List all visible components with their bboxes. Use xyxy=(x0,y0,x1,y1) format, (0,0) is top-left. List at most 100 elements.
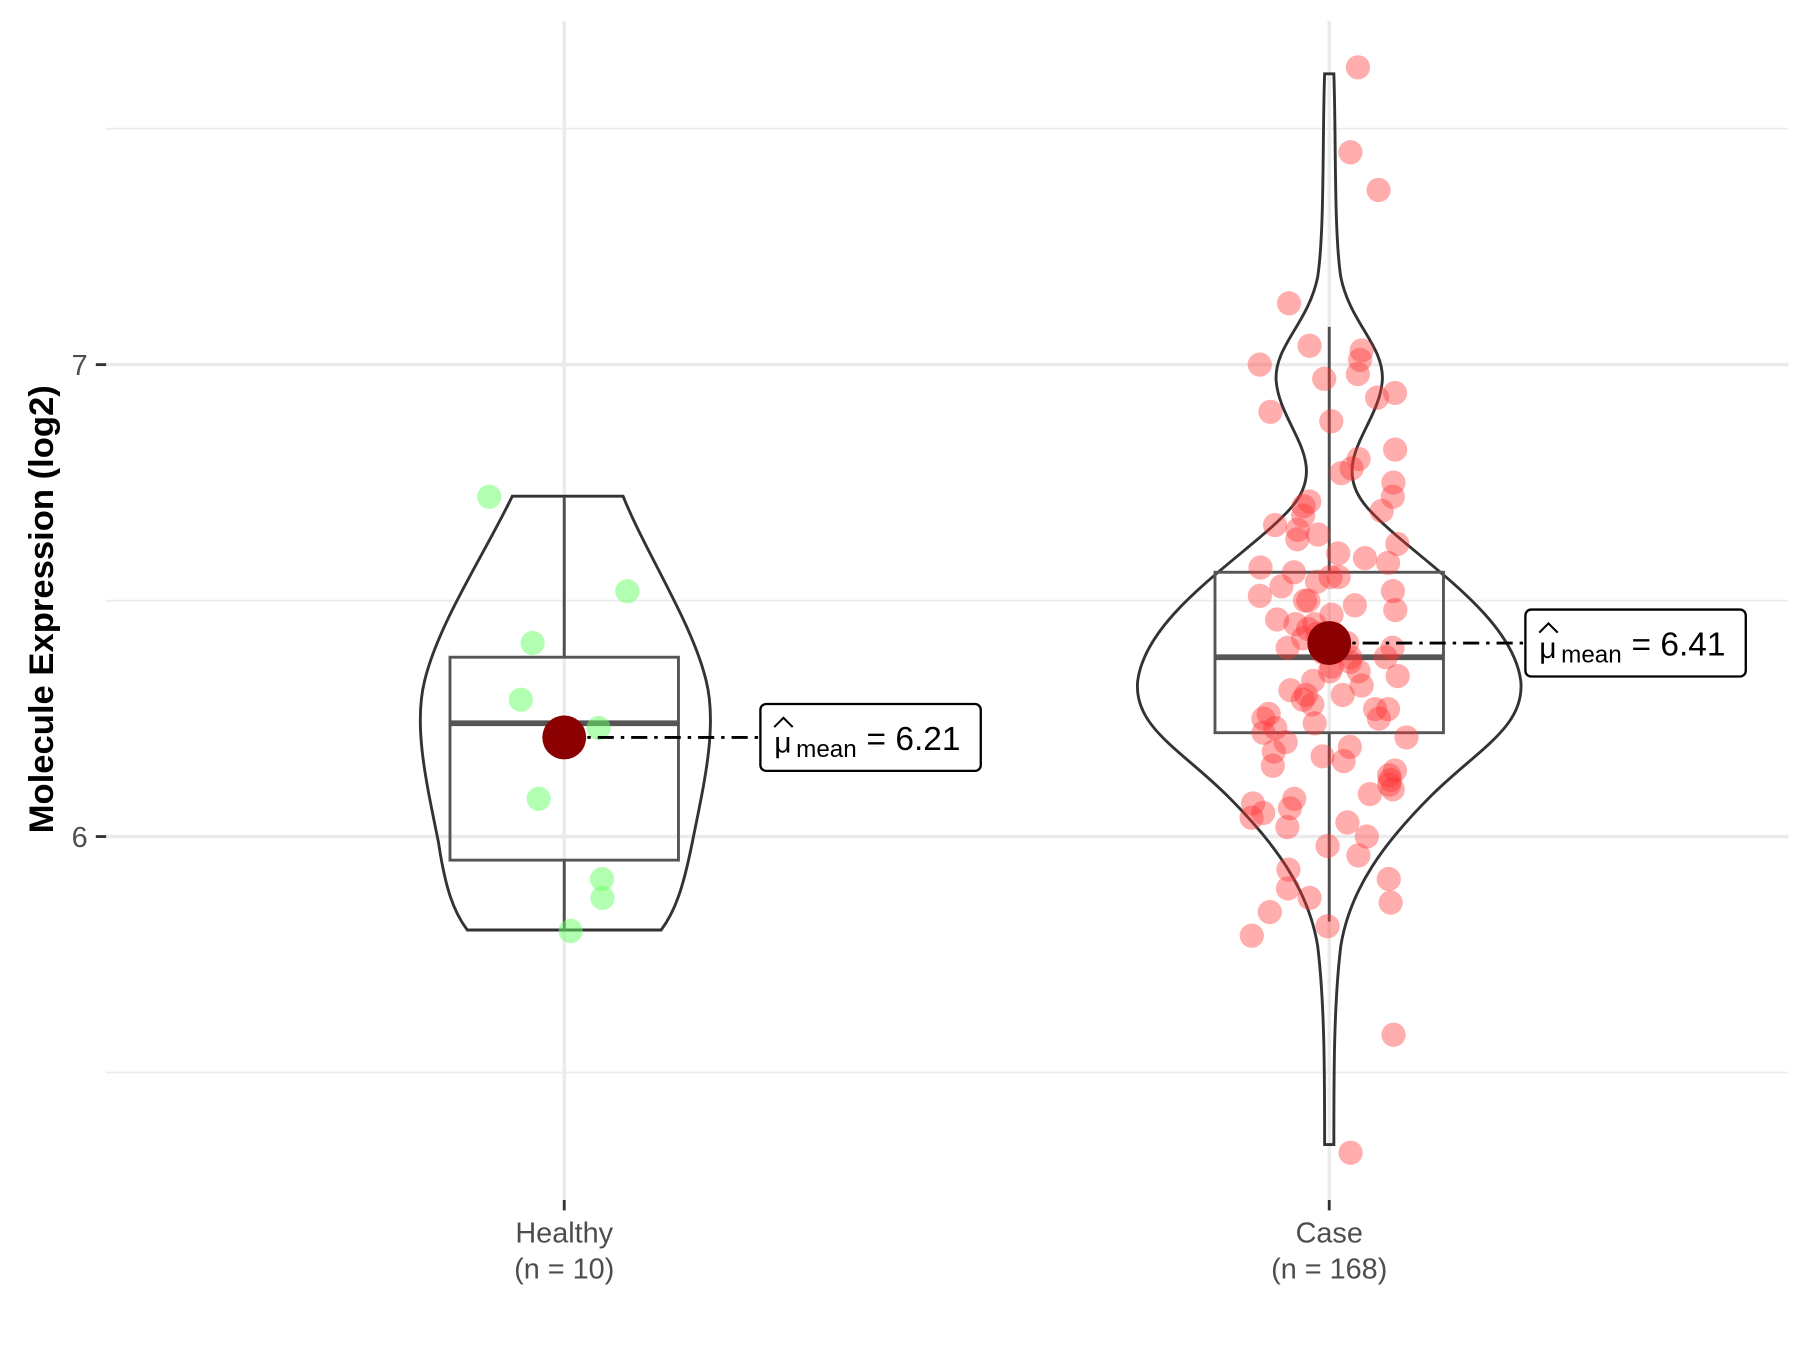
data-point xyxy=(1275,814,1300,840)
data-point xyxy=(1273,730,1298,755)
data-point xyxy=(1258,399,1283,424)
data-point xyxy=(1349,673,1374,698)
violin-healthy xyxy=(418,494,712,932)
data-point xyxy=(1302,711,1327,736)
data-point xyxy=(1269,574,1294,599)
data-point xyxy=(1278,678,1303,703)
data-point xyxy=(1312,366,1337,391)
data-point xyxy=(1376,866,1401,892)
data-point xyxy=(1248,555,1273,580)
data-point xyxy=(1347,347,1373,373)
data-point xyxy=(1378,890,1403,915)
mean-symbol: μ xyxy=(774,726,791,759)
box-iqr xyxy=(448,655,680,862)
data-point xyxy=(1297,333,1322,358)
data-point xyxy=(1300,692,1325,717)
data-point xyxy=(586,715,611,741)
data-point xyxy=(1329,461,1354,486)
data-point xyxy=(1338,1140,1363,1165)
data-point xyxy=(1283,612,1308,637)
data-point xyxy=(1369,498,1394,524)
data-point xyxy=(1260,753,1285,778)
data-point xyxy=(1357,781,1383,807)
data-point xyxy=(1304,569,1330,594)
data-point xyxy=(1385,531,1410,557)
data-point xyxy=(1239,923,1264,948)
data-point xyxy=(1251,800,1276,826)
data-point xyxy=(1326,541,1351,566)
mean-hat-icon xyxy=(773,716,794,728)
data-point xyxy=(1363,697,1388,722)
data-point xyxy=(1326,564,1351,590)
mean-value: = 6.41 xyxy=(1632,627,1726,664)
data-point xyxy=(1318,564,1343,590)
data-point xyxy=(1338,140,1363,165)
data-point xyxy=(1346,446,1371,472)
data-point xyxy=(1305,522,1331,547)
data-point xyxy=(1335,810,1360,835)
data-point xyxy=(508,687,533,712)
x-tick-label: Healthy xyxy=(515,1218,613,1250)
jitter-points xyxy=(477,55,1419,1165)
data-point xyxy=(1373,645,1398,670)
mean-point xyxy=(1307,621,1352,665)
data-point xyxy=(1346,659,1371,684)
data-point xyxy=(1383,597,1408,623)
data-point xyxy=(1354,824,1379,849)
data-point xyxy=(1275,635,1300,660)
data-point xyxy=(1345,361,1370,387)
data-point xyxy=(1297,885,1322,911)
mean-label-box xyxy=(759,702,982,773)
data-point xyxy=(1366,177,1391,203)
data-point xyxy=(1285,527,1310,552)
data-point xyxy=(1239,805,1264,830)
data-point xyxy=(1377,767,1403,793)
data-point xyxy=(1290,503,1316,528)
x-tick-n-label: (n = 10) xyxy=(514,1253,614,1285)
data-point xyxy=(1247,352,1272,377)
data-point xyxy=(1276,857,1301,882)
data-point xyxy=(1319,602,1344,627)
data-point xyxy=(1251,706,1276,731)
data-point xyxy=(1290,687,1315,712)
data-point xyxy=(558,918,583,944)
data-point xyxy=(1293,682,1319,708)
data-point xyxy=(1257,899,1282,925)
data-point xyxy=(1277,796,1303,821)
data-point xyxy=(1380,484,1405,509)
data-point xyxy=(1240,791,1266,816)
data-point xyxy=(1262,512,1288,538)
data-point xyxy=(1275,876,1301,901)
mean-value: = 6.21 xyxy=(867,721,961,758)
data-point xyxy=(1256,701,1281,726)
mean-symbol: μ xyxy=(1539,632,1556,665)
violin-case xyxy=(1136,72,1523,1147)
data-point xyxy=(589,866,615,892)
data-point xyxy=(1282,786,1307,811)
data-point xyxy=(1352,545,1378,571)
x-tick-label: Case xyxy=(1296,1218,1363,1250)
data-point xyxy=(615,579,640,604)
data-point xyxy=(1331,748,1356,774)
data-point xyxy=(590,885,615,911)
data-point xyxy=(1330,682,1355,708)
data-point xyxy=(1315,914,1340,939)
data-point xyxy=(1317,659,1343,684)
data-point xyxy=(1380,579,1406,604)
mean-markers: μ mean = 6.21μ mean = 6.41 xyxy=(542,608,1747,773)
data-point xyxy=(1292,588,1318,613)
mean-hat-icon xyxy=(1538,621,1559,634)
data-point xyxy=(1296,588,1321,613)
data-point xyxy=(1247,583,1273,608)
data-point xyxy=(1394,725,1419,750)
mean-label-box xyxy=(1524,608,1747,678)
x-tick-n-label: (n = 168) xyxy=(1271,1253,1387,1285)
data-point xyxy=(1337,734,1362,759)
mean-subscript: mean xyxy=(796,736,857,763)
data-point xyxy=(1382,758,1408,783)
y-axis-label: Molecule Expression (log2) xyxy=(23,385,61,833)
data-point xyxy=(1346,843,1371,868)
box-iqr xyxy=(1213,570,1445,735)
data-point xyxy=(1375,697,1401,722)
